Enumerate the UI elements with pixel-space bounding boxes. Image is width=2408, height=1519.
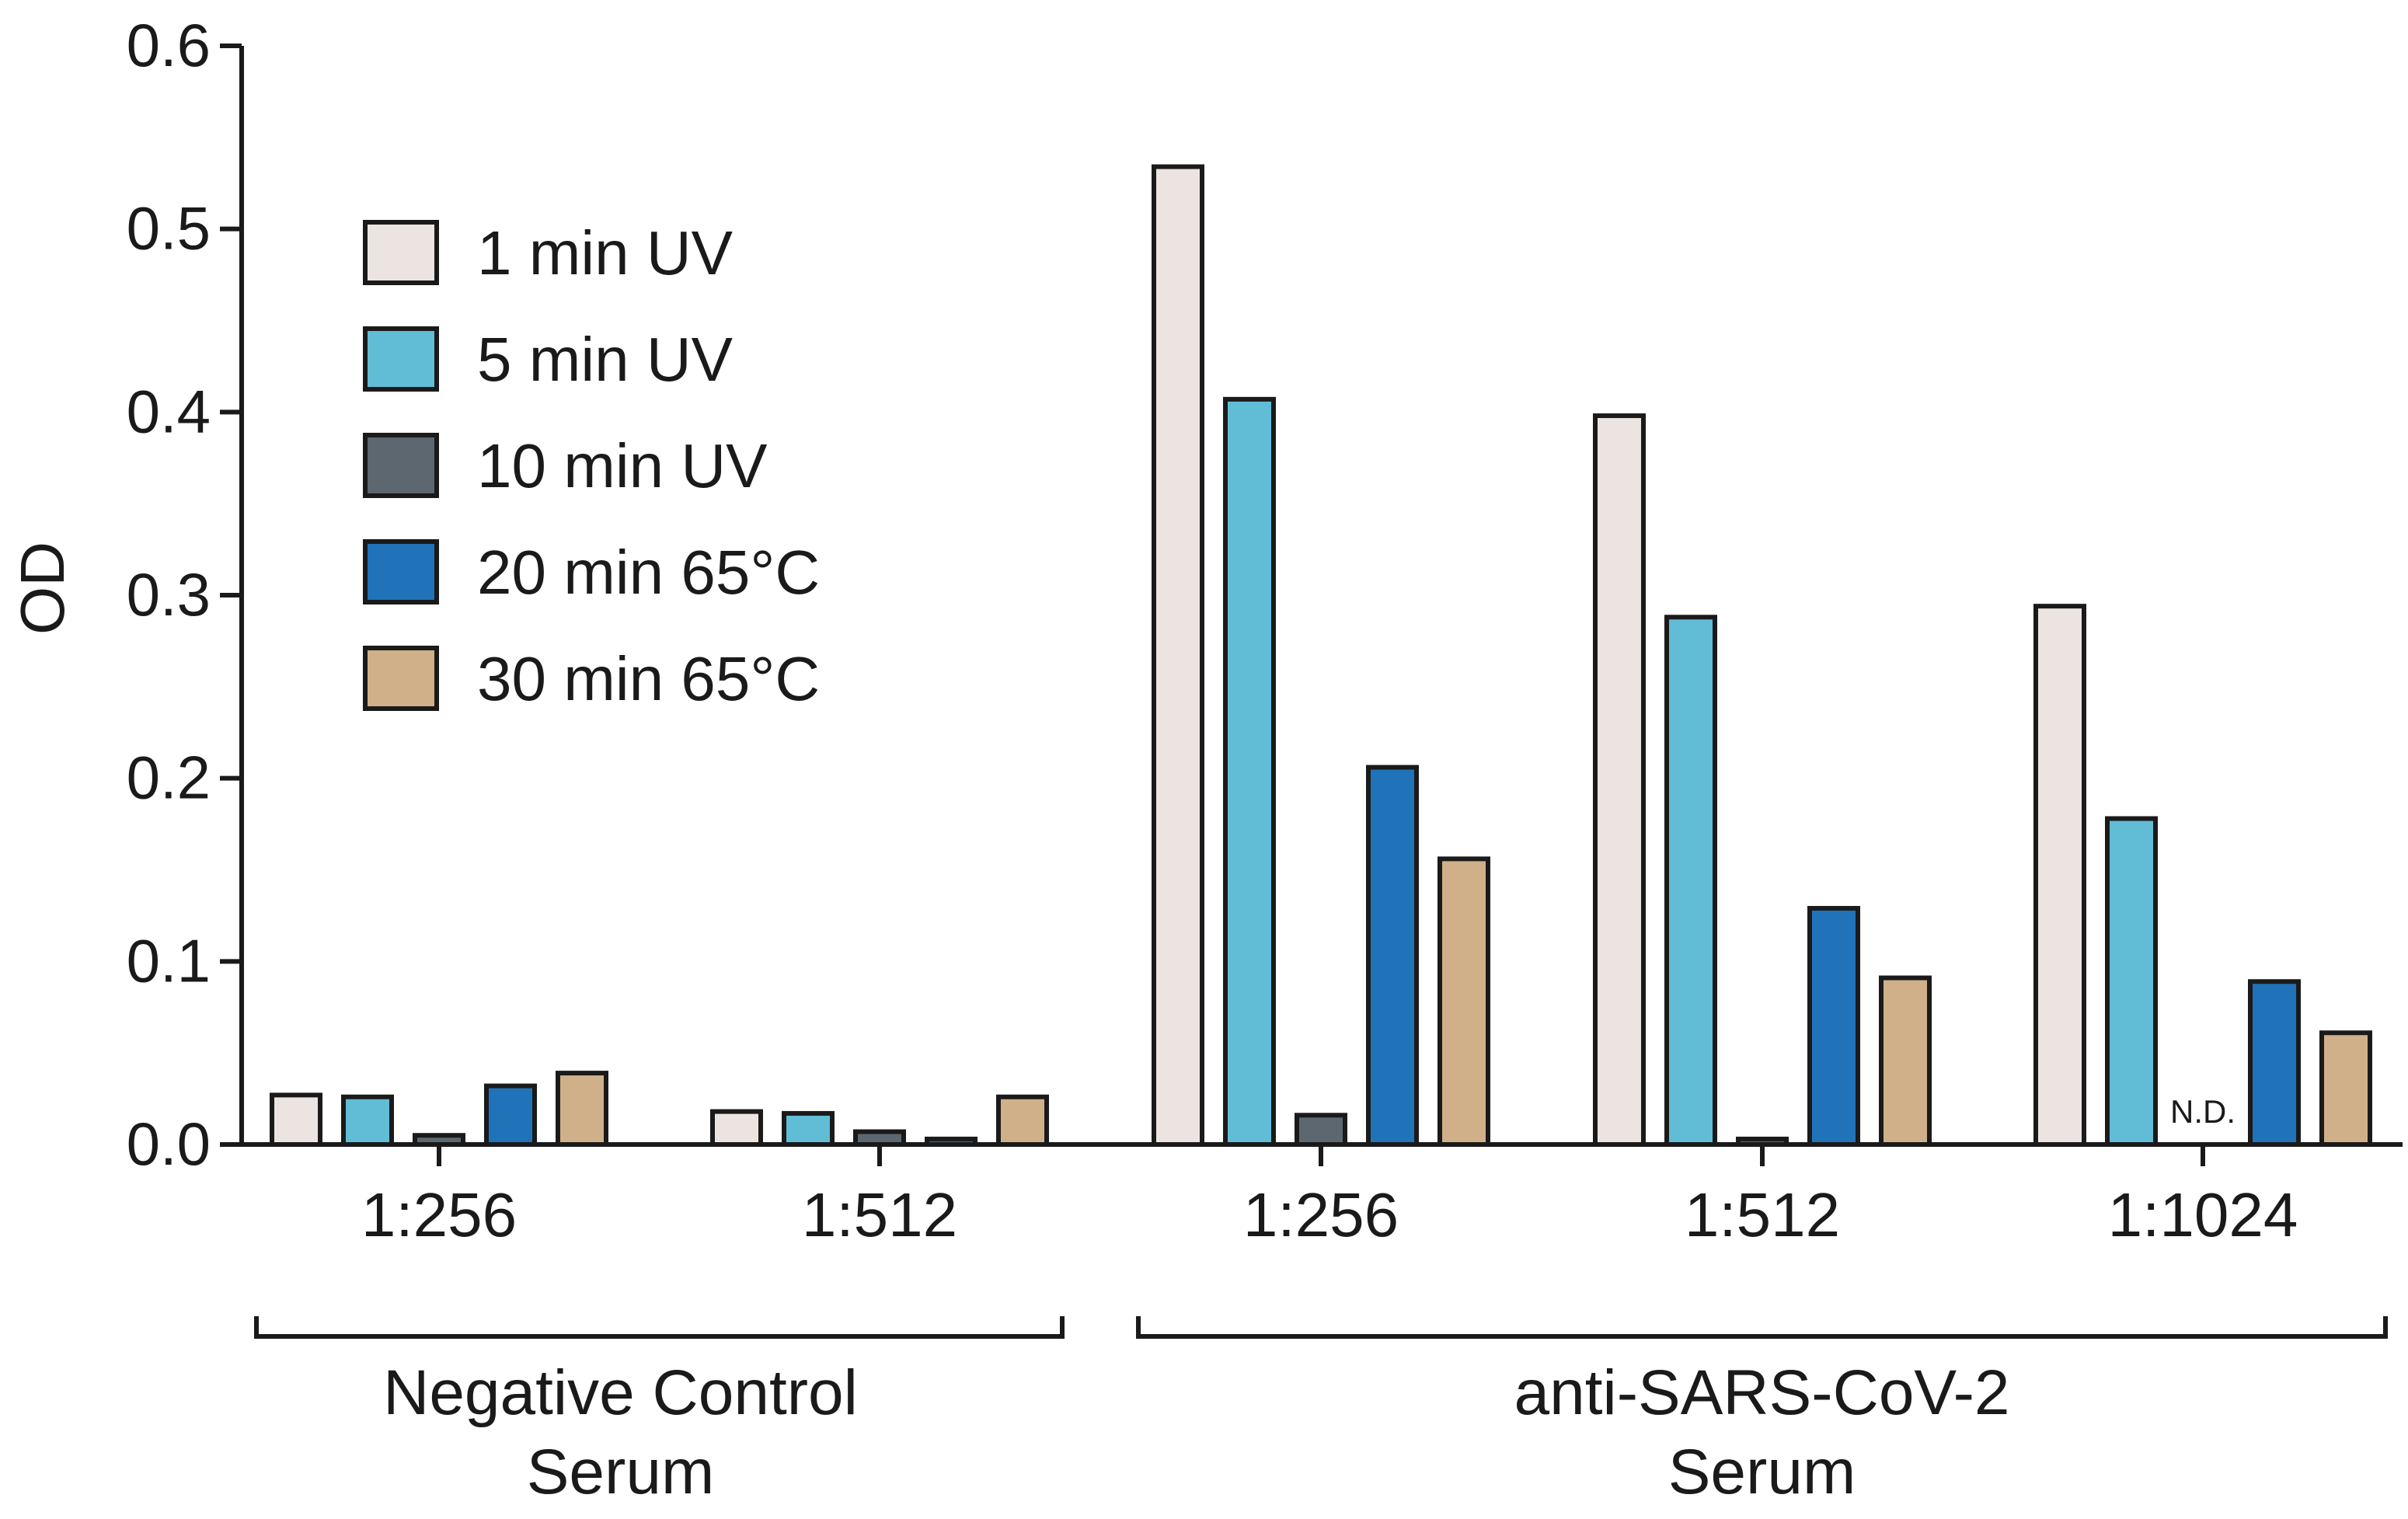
legend-label: 1 min UV xyxy=(477,218,734,287)
bar xyxy=(1152,164,1204,1147)
legend-label: 5 min UV xyxy=(477,325,734,394)
legend-swatch xyxy=(363,433,439,498)
y-tick-label: 0.5 xyxy=(127,194,211,263)
annotation-nd: N.D. xyxy=(2170,1093,2236,1130)
bars: N.D. xyxy=(270,164,2372,1148)
bar xyxy=(2105,816,2158,1147)
group-label-line1: anti-SARS-CoV-2 xyxy=(1514,1357,2009,1428)
bar xyxy=(1664,615,1717,1147)
x-category-label: 1:256 xyxy=(1243,1180,1399,1249)
category-labels: 1:256 1:512 1:256 1:512 1:1024 xyxy=(361,1144,2298,1249)
legend-label: 20 min 65°C xyxy=(477,538,820,607)
y-tick-label: 0.2 xyxy=(127,744,211,812)
bar xyxy=(925,1136,977,1148)
bar xyxy=(484,1083,537,1147)
y-axis-title: OD xyxy=(8,542,77,635)
legend-swatch xyxy=(363,646,439,711)
group-label-line1: Negative Control xyxy=(383,1357,858,1428)
x-category-label: 1:512 xyxy=(1685,1180,1840,1249)
legend: 1 min UV 5 min UV 10 min UV 20 min 65°C 30 m… xyxy=(363,218,820,713)
group-label-line2: Serum xyxy=(1668,1437,1856,1507)
bar xyxy=(996,1094,1049,1148)
bar xyxy=(2319,1030,2372,1147)
bar xyxy=(2033,604,2086,1147)
axes: 0.0 0.1 0.2 0.3 0.4 0.5 0.6 xyxy=(127,11,2403,1178)
bar xyxy=(413,1133,465,1148)
bar xyxy=(1295,1113,1347,1147)
legend-swatch xyxy=(363,539,439,604)
legend-swatch xyxy=(363,220,439,285)
group-bracket xyxy=(254,1316,1065,1339)
bar xyxy=(1593,413,1646,1147)
bar xyxy=(270,1092,322,1147)
legend-label: 10 min UV xyxy=(477,431,768,500)
group-bracket xyxy=(1136,1316,2388,1339)
legend-label: 30 min 65°C xyxy=(477,644,820,713)
x-category-label: 1:1024 xyxy=(2108,1180,2298,1249)
bar xyxy=(556,1071,608,1147)
bar xyxy=(1366,765,1419,1147)
legend-swatch xyxy=(363,326,439,392)
y-tick-label: 0.0 xyxy=(127,1110,211,1178)
y-tick-label: 0.1 xyxy=(127,926,211,995)
bar xyxy=(2248,979,2301,1148)
y-tick-label: 0.4 xyxy=(127,377,211,445)
y-tick-label: 0.6 xyxy=(127,11,211,79)
group-brackets: Negative Control Serum anti-SARS-CoV-2 Seru… xyxy=(254,1316,2388,1507)
bar xyxy=(341,1094,394,1148)
bar xyxy=(1437,856,1490,1147)
bar xyxy=(1879,975,1932,1147)
bar xyxy=(782,1110,835,1147)
bar xyxy=(853,1129,906,1147)
bar xyxy=(1736,1136,1789,1148)
bar xyxy=(1807,905,1860,1147)
bar xyxy=(1223,396,1276,1147)
x-category-label: 1:256 xyxy=(361,1180,517,1249)
group-label-line2: Serum xyxy=(527,1437,715,1507)
x-category-label: 1:512 xyxy=(802,1180,957,1249)
bar xyxy=(710,1109,763,1147)
y-tick-label: 0.3 xyxy=(127,560,211,629)
